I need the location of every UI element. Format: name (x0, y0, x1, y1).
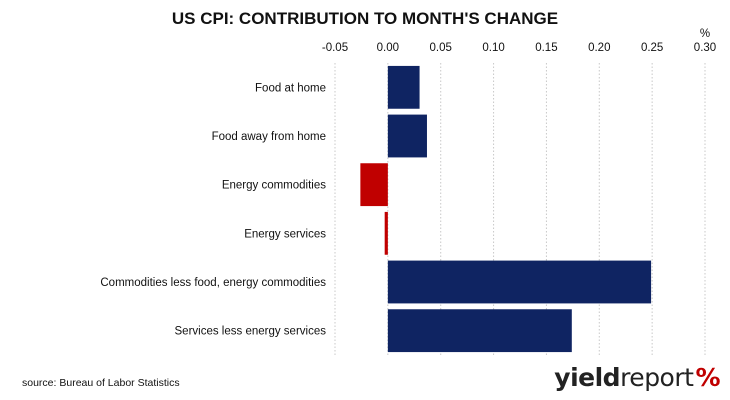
x-tick-label: 0.15 (535, 42, 557, 54)
chart-title: US CPI: CONTRIBUTION TO MONTH'S CHANGE (171, 9, 559, 28)
unit-label: % (700, 28, 710, 40)
yieldreport-logo: yieldreport % (554, 363, 720, 392)
bar (387, 260, 652, 304)
category-label: Food away from home (212, 131, 326, 143)
x-tick-label: 0.10 (482, 42, 504, 54)
bar (384, 211, 388, 255)
x-tick-label: -0.05 (322, 42, 348, 54)
x-tick-label: 0.05 (430, 42, 452, 54)
bar (387, 65, 420, 109)
logo-text-report: report (620, 363, 694, 392)
bar (387, 114, 427, 158)
bar (387, 309, 572, 353)
category-label: Energy commodities (222, 180, 326, 192)
category-label: Commodities less food, energy commoditie… (100, 277, 326, 289)
x-tick-label: 0.20 (588, 42, 610, 54)
x-tick-label: 0.30 (694, 42, 716, 54)
logo-percent-mark: % (695, 363, 720, 392)
bar (360, 163, 388, 207)
category-label: Energy services (244, 228, 326, 240)
category-label: Food at home (255, 82, 326, 94)
x-tick-label: 0.00 (377, 42, 399, 54)
category-label: Services less energy services (175, 326, 327, 338)
source-note: source: Bureau of Labor Statistics (22, 377, 180, 389)
logo-text-yield: yield (554, 363, 621, 392)
x-tick-label: 0.25 (641, 42, 663, 54)
